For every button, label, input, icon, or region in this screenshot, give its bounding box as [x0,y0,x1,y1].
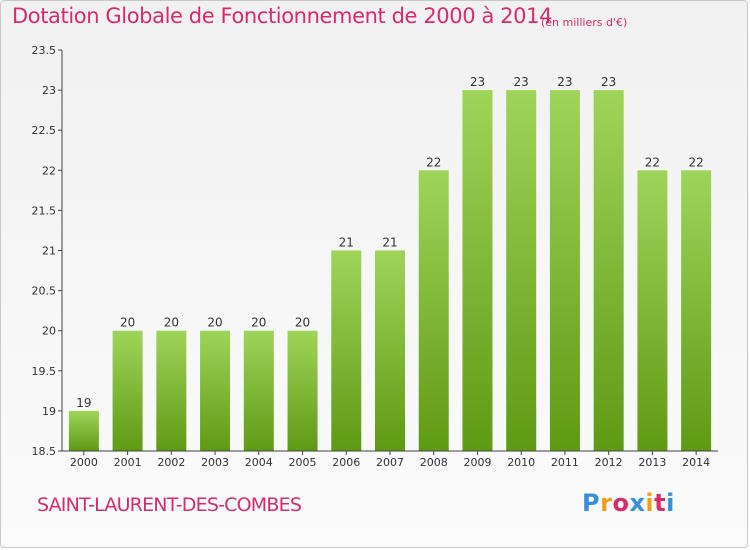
logo-letter: o [612,489,630,517]
bars-layer: 19 20 20 20 20 20 21 21 22 23 23 23 23 22 22 [68,75,712,452]
y-tick-label: 20.5 [32,285,57,298]
y-tick-label: 18.5 [32,445,57,458]
logo-letter: r [600,489,613,517]
bar [593,90,624,451]
y-tick-label: 22 [42,164,56,177]
x-tick-label: 2008 [420,456,448,469]
x-tick-label: 2004 [245,456,273,469]
bar-value-label: 19 [76,396,91,410]
y-tick-label: 21.5 [32,204,57,217]
x-tick-label: 2014 [682,456,710,469]
x-tick-label: 2007 [376,456,404,469]
x-tick-label: 2000 [70,456,98,469]
y-tick-label: 21 [42,245,56,258]
bar [331,250,362,451]
bar [68,410,99,451]
axes-layer: 18.5 19 19.5 20 20.5 21 21.5 22 22.5 23 23.5 2000 20… [32,44,718,469]
bar-value-label: 23 [514,75,529,89]
bar [462,90,493,451]
x-tick-label: 2011 [551,456,579,469]
bar [506,90,537,451]
bar [375,250,405,451]
bar-value-label: 22 [645,155,660,169]
bar-value-label: 21 [339,236,354,250]
bar-value-label: 23 [470,75,485,89]
y-tick-label: 19 [42,405,56,418]
bar-value-label: 20 [295,316,310,330]
bar [637,170,668,452]
bar [287,330,318,451]
x-tick-label: 2009 [463,456,491,469]
bar-value-label: 22 [688,155,703,169]
bar-value-label: 23 [601,75,616,89]
x-tick-label: 2006 [332,456,360,469]
x-tick-label: 2002 [157,456,185,469]
logo-letter: P [582,489,601,517]
x-tick-label: 2010 [507,456,535,469]
bar [549,90,580,451]
bar-value-label: 20 [251,316,266,330]
bar [681,170,712,452]
y-tick-label: 20 [42,325,56,338]
bar [418,170,449,452]
bar [156,330,187,451]
proxiti-logo[interactable]: Proxiti [582,489,675,517]
bar-value-label: 21 [382,236,397,250]
x-tick-label: 2012 [595,456,623,469]
logo-letter: x [629,489,646,517]
y-tick-label: 19.5 [32,365,57,378]
logo-letter: i [666,489,675,517]
bar-value-label: 23 [557,75,572,89]
chart-title: Dotation Globale de Fonctionnement de 20… [12,4,553,28]
chart-unit-label: (en milliers d'€) [541,16,628,29]
logo-letter: i [645,489,655,517]
bar-value-label: 20 [207,316,222,330]
bar-value-label: 20 [164,316,179,330]
y-tick-label: 22.5 [32,124,57,137]
logo-letter: t [654,489,667,517]
bar-value-label: 20 [120,316,135,330]
y-tick-label: 23 [42,84,56,97]
bar [243,330,274,451]
y-tick-label: 23.5 [32,44,57,57]
commune-name: SAINT-LAURENT-DES-COMBES [37,494,302,516]
x-tick-label: 2001 [114,456,142,469]
x-tick-label: 2003 [201,456,229,469]
x-tick-label: 2005 [289,456,317,469]
bar [200,330,231,451]
x-tick-label: 2013 [638,456,666,469]
bar [112,330,143,451]
bar-value-label: 22 [426,155,441,169]
